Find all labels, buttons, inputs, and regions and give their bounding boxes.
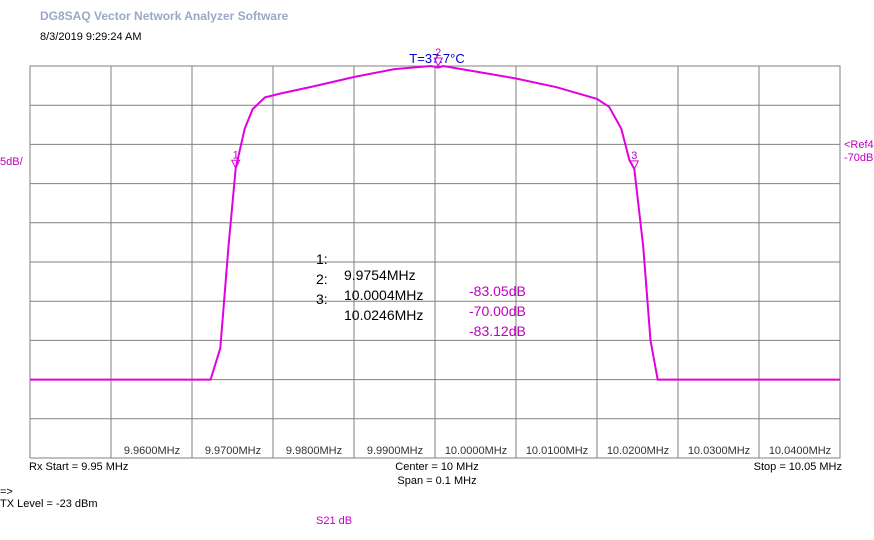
x-tick-label-3: 9.9900MHz (367, 445, 423, 457)
marker-3-icon[interactable] (629, 160, 640, 170)
marker-table: 1: 9.9754MHz -83.05dB 2: 10.0004MHz -70.… (316, 235, 526, 339)
s21-trace (30, 64, 840, 381)
marker-1-icon[interactable] (230, 159, 241, 170)
x-tick-label-0: 9.9600MHz (124, 445, 180, 457)
x-tick-label-8: 10.0400MHz (769, 445, 831, 457)
reference-value: -70dB (844, 152, 874, 164)
tx-level-label: TX Level = -23 dBm (0, 498, 98, 510)
x-tick-label-4: 10.0000MHz (445, 445, 507, 457)
marker-2-icon[interactable] (433, 57, 444, 68)
marker-2-label: 2 (435, 47, 441, 59)
marker-id: 3: (316, 291, 328, 307)
marker-level: -70.00dB (469, 303, 526, 319)
marker-frequency: 9.9754MHz (344, 267, 416, 283)
scale-label: 5dB/ (0, 156, 23, 168)
x-tick-labels: 9.9600MHz 9.9700MHz 9.9800MHz 9.9900MHz 10.0… (124, 445, 831, 457)
marker-id: 2: (316, 271, 328, 287)
command-prompt: => (0, 486, 13, 498)
marker-level: -83.05dB (469, 283, 526, 299)
grid-horizontal (30, 104, 840, 420)
marker-3-label: 3 (631, 150, 637, 162)
x-tick-label-2: 9.9800MHz (286, 445, 342, 457)
x-tick-label-5: 10.0100MHz (526, 445, 588, 457)
markers: 1 2 3 (230, 47, 640, 170)
marker-frequency: 10.0004MHz (344, 287, 424, 303)
timestamp: 8/3/2019 9:29:24 AM (40, 31, 142, 43)
center-frequency-label: Center = 10 MHz (395, 461, 479, 473)
stop-frequency-label: Stop = 10.05 MHz (753, 461, 842, 473)
marker-row-1: 1: 9.9754MHz -83.05dB (316, 235, 526, 299)
marker-row-3: 3: 10.0246MHz -83.12dB (316, 275, 526, 339)
span-label: Span = 0.1 MHz (397, 475, 477, 487)
marker-level: -83.12dB (469, 323, 526, 339)
app-title: DG8SAQ Vector Network Analyzer Software (40, 9, 289, 23)
marker-row-2: 2: 10.0004MHz -70.00dB (316, 255, 526, 319)
x-tick-label-7: 10.0300MHz (688, 445, 750, 457)
x-tick-label-6: 10.0200MHz (607, 445, 669, 457)
marker-frequency: 10.0246MHz (344, 307, 424, 323)
reference-label[interactable]: <Ref4 (844, 139, 874, 151)
marker-id: 1: (316, 251, 328, 267)
parameter-label: S21 dB (316, 515, 353, 527)
rx-start-label: Rx Start = 9.95 MHz (29, 461, 129, 473)
marker-1-label: 1 (233, 149, 239, 161)
x-tick-label-1: 9.9700MHz (205, 445, 261, 457)
